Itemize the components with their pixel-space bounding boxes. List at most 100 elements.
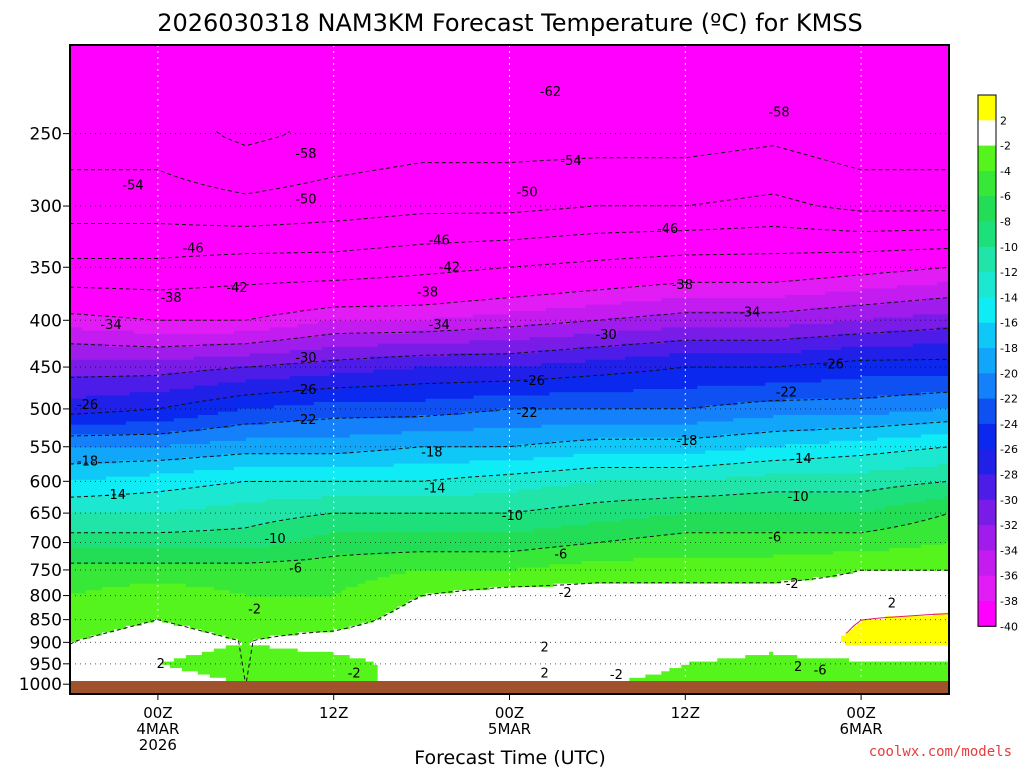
temperature-fill-cell — [329, 359, 335, 374]
temperature-fill-cell — [629, 424, 634, 439]
temperature-fill-cell — [613, 359, 618, 374]
temperature-fill-cell — [945, 512, 949, 543]
temperature-fill-cell — [493, 353, 499, 367]
temperature-fill-cell — [889, 272, 894, 289]
temperature-fill-cell — [945, 541, 949, 572]
temperature-fill-cell — [925, 424, 930, 435]
temperature-fill-cell — [705, 311, 710, 328]
credit-link[interactable]: coolwx.com/models — [869, 744, 1012, 760]
temperature-fill-cell — [805, 473, 810, 494]
temperature-fill-cell — [545, 486, 551, 510]
temperature-fill-cell — [421, 356, 427, 367]
temperature-fill-cell — [393, 463, 399, 481]
temperature-fill-cell — [881, 359, 886, 377]
temperature-fill-cell — [701, 557, 706, 585]
temperature-fill-cell — [469, 570, 475, 591]
temperature-fill-cell — [805, 350, 810, 364]
temperature-fill-cell — [281, 479, 287, 500]
temperature-fill-cell — [285, 518, 291, 543]
temperature-fill-cell — [169, 622, 175, 663]
temperature-fill-cell — [697, 366, 702, 387]
temperature-fill-cell — [129, 476, 135, 494]
temperature-fill-cell — [453, 45, 459, 302]
temperature-fill-cell — [209, 45, 215, 322]
temperature-fill-cell — [249, 379, 255, 397]
temperature-fill-cell — [741, 418, 746, 435]
temperature-fill-cell — [245, 45, 251, 322]
temperature-fill-cell — [725, 476, 730, 497]
temperature-fill-cell — [113, 586, 119, 630]
temperature-fill-cell — [357, 385, 363, 403]
temperature-fill-cell — [765, 557, 770, 585]
temperature-fill-cell — [661, 388, 666, 410]
temperature-fill-cell — [77, 359, 83, 377]
temperature-fill-cell — [637, 466, 642, 481]
temperature-fill-cell — [289, 437, 295, 455]
temperature-fill-cell — [461, 382, 467, 400]
temperature-fill-cell — [441, 593, 447, 694]
temperature-fill-cell — [733, 366, 738, 387]
temperature-fill-cell — [505, 340, 511, 354]
temperature-fill-cell — [897, 424, 902, 439]
temperature-fill-cell — [601, 437, 606, 455]
temperature-fill-cell — [385, 554, 391, 578]
temperature-fill-cell — [405, 385, 411, 403]
temperature-fill-cell — [97, 447, 103, 465]
temperature-fill-cell — [653, 499, 658, 517]
temperature-fill-cell — [225, 369, 231, 384]
temperature-fill-cell — [213, 414, 219, 429]
colorbar-swatch — [978, 550, 996, 577]
temperature-fill-cell — [641, 453, 646, 468]
temperature-fill-cell — [397, 447, 403, 465]
temperature-fill-cell — [525, 473, 531, 491]
temperature-fill-cell — [461, 496, 467, 513]
temperature-fill-cell — [477, 551, 483, 572]
temperature-fill-cell — [681, 353, 686, 367]
temperature-fill-cell — [829, 379, 834, 400]
temperature-fill-cell — [405, 512, 411, 533]
temperature-fill-cell — [97, 314, 103, 332]
temperature-fill-cell — [633, 437, 638, 455]
temperature-fill-cell — [337, 320, 343, 335]
temperature-fill-cell — [921, 285, 926, 302]
temperature-fill-cell — [693, 531, 698, 559]
temperature-fill-cell — [565, 564, 571, 585]
temperature-fill-cell — [705, 661, 710, 694]
temperature-fill-cell — [565, 408, 571, 426]
temperature-fill-cell — [353, 401, 359, 419]
temperature-fill-cell — [669, 424, 674, 439]
temperature-fill-cell — [577, 525, 583, 546]
temperature-fill-cell — [877, 395, 882, 416]
temperature-fill-cell — [437, 366, 443, 384]
temperature-fill-cell — [685, 512, 690, 533]
temperature-fill-cell — [929, 616, 934, 646]
temperature-fill-cell — [237, 502, 243, 530]
temperature-fill-cell — [545, 509, 551, 530]
temperature-fill-cell — [89, 359, 95, 377]
temperature-fill-cell — [525, 586, 531, 694]
temperature-fill-cell — [101, 330, 107, 345]
temperature-fill-cell — [525, 294, 531, 312]
temperature-fill-cell — [477, 301, 483, 315]
temperature-fill-cell — [885, 551, 890, 572]
temperature-fill-cell — [269, 648, 275, 685]
temperature-fill-cell — [77, 314, 83, 328]
temperature-fill-cell — [553, 528, 559, 549]
temperature-fill-cell — [329, 437, 335, 455]
temperature-fill-cell — [925, 570, 930, 617]
temperature-fill-cell — [821, 294, 826, 309]
temperature-fill-cell — [481, 395, 487, 413]
temperature-fill-cell — [181, 45, 187, 322]
temperature-fill-cell — [421, 570, 427, 598]
temperature-fill-cell — [797, 294, 802, 312]
temperature-fill-cell — [301, 466, 307, 481]
temperature-fill-cell — [497, 298, 503, 315]
temperature-fill-cell — [817, 278, 822, 296]
temperature-fill-cell — [309, 515, 315, 539]
temperature-fill-cell — [689, 327, 694, 341]
temperature-fill-cell — [661, 327, 666, 345]
temperature-fill-cell — [393, 45, 399, 306]
temperature-fill-cell — [861, 375, 866, 400]
temperature-fill-cell — [737, 327, 742, 341]
temperature-fill-cell — [157, 421, 163, 435]
